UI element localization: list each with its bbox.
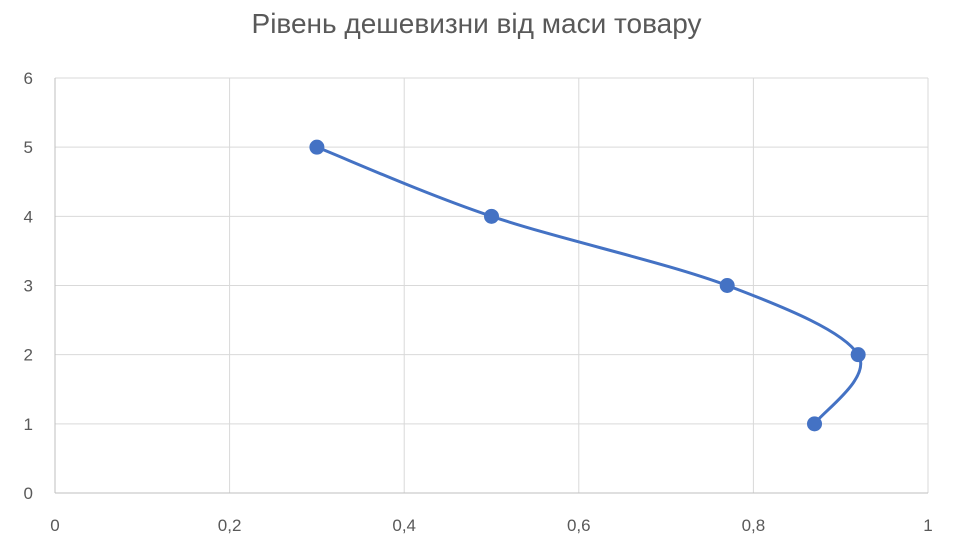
x-tick-label: 1 [923, 516, 932, 534]
data-point [850, 347, 866, 363]
data-point [484, 208, 499, 224]
axes [54, 78, 928, 494]
y-tick-label: 2 [24, 346, 33, 365]
data-point [309, 139, 325, 155]
x-tick-label: 0,2 [218, 516, 242, 534]
data-point [719, 278, 735, 293]
y-tick-label: 0 [24, 484, 33, 503]
gridlines [55, 77, 929, 493]
x-tick-label: 0,6 [567, 516, 591, 534]
y-tick-label: 3 [24, 277, 33, 296]
series-line [315, 145, 863, 426]
x-tick-label: 0,8 [742, 516, 766, 534]
series [309, 139, 866, 432]
x-tick-label: 0 [50, 516, 59, 534]
chart-title: Рівень дешевизни від маси товару [251, 8, 702, 39]
data-point [807, 416, 823, 432]
y-tick-label: 1 [24, 415, 33, 434]
tick-labels: 0 1 2 3 4 5 6 0 0,2 0,4 0,6 0,8 1 [24, 69, 933, 534]
x-tick-label: 0,4 [392, 516, 416, 534]
y-tick-label: 5 [24, 138, 33, 157]
y-tick-label: 6 [24, 69, 33, 88]
y-tick-label: 4 [24, 207, 33, 226]
